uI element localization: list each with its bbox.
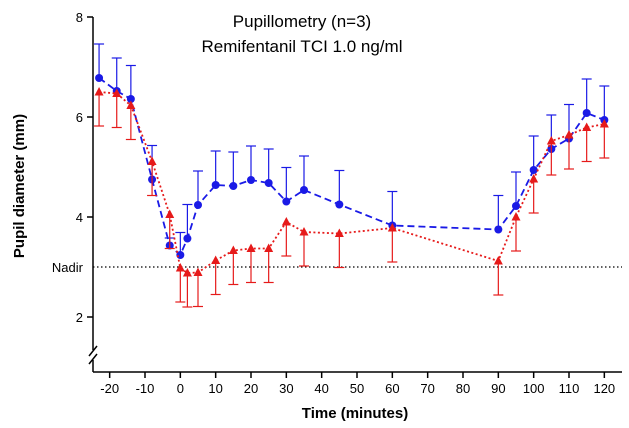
x-tick-label: -20 [100, 381, 119, 396]
data-point [511, 212, 521, 221]
data-point [334, 228, 344, 237]
series-layer [94, 43, 610, 308]
data-point [246, 243, 256, 252]
data-point [529, 166, 538, 174]
chart-subtitle: Remifentanil TCI 1.0 ng/ml [202, 37, 403, 56]
data-point [529, 174, 539, 183]
x-tick-label: -10 [136, 381, 155, 396]
chart-title: Pupillometry (n=3) [233, 12, 371, 31]
data-point [228, 245, 238, 254]
data-point [229, 182, 238, 190]
data-point [564, 130, 574, 139]
x-tick-label: 100 [523, 381, 545, 396]
y-axis-label: Pupil diameter (mm) [11, 114, 28, 258]
x-tick-label: 120 [593, 381, 615, 396]
data-point [247, 176, 255, 184]
data-point [95, 74, 104, 82]
x-axis-label: Time (minutes) [302, 405, 408, 422]
data-point [599, 119, 609, 128]
data-point [282, 197, 291, 206]
data-point [387, 223, 397, 232]
data-point [493, 256, 503, 265]
data-point [112, 88, 122, 97]
data-point [165, 209, 175, 218]
y-axis-break-mark [88, 353, 98, 365]
data-point [193, 267, 203, 276]
data-point [147, 156, 157, 165]
series-1 [94, 43, 610, 259]
data-point [183, 234, 192, 243]
nadir-label: Nadir [52, 260, 84, 275]
data-point [299, 227, 309, 236]
data-point [281, 217, 291, 226]
y-tick-label: 4 [76, 210, 83, 225]
data-point [211, 181, 220, 189]
data-point [264, 243, 274, 252]
x-tick-label: 10 [208, 381, 222, 396]
y-axis-break-mark [88, 345, 98, 357]
data-point [582, 122, 592, 131]
data-point [546, 136, 556, 145]
series-2 [94, 87, 610, 308]
axes: 2 4 6 8 -20 -10 0 10 20 30 40 50 60 70 80 90 100 110 120 [76, 10, 622, 396]
x-tick-label: 110 [559, 381, 580, 396]
data-point [182, 268, 192, 277]
x-tick-label: 80 [456, 381, 470, 396]
data-point [512, 202, 520, 210]
data-point [264, 179, 273, 187]
y-tick-label: 2 [76, 310, 83, 325]
x-tick-label: 50 [350, 381, 364, 396]
series-line [98, 77, 605, 257]
x-tick-label: 20 [244, 381, 258, 396]
data-point [175, 263, 185, 272]
data-point [300, 186, 308, 194]
data-point [211, 255, 221, 264]
x-tick-label: 40 [314, 381, 328, 396]
x-tick-label: 70 [420, 381, 434, 396]
data-point [126, 95, 135, 103]
data-point [494, 225, 503, 234]
y-tick-label: 6 [76, 110, 83, 125]
x-tick-label: 60 [385, 381, 399, 396]
data-point [194, 201, 202, 209]
x-tick-label: 0 [177, 381, 184, 396]
x-tick-label: 90 [491, 381, 505, 396]
data-point [94, 87, 104, 96]
data-point [335, 200, 344, 209]
data-point [126, 100, 136, 109]
x-tick-label: 30 [279, 381, 293, 396]
data-point [582, 109, 591, 117]
y-tick-label: 8 [76, 10, 83, 25]
